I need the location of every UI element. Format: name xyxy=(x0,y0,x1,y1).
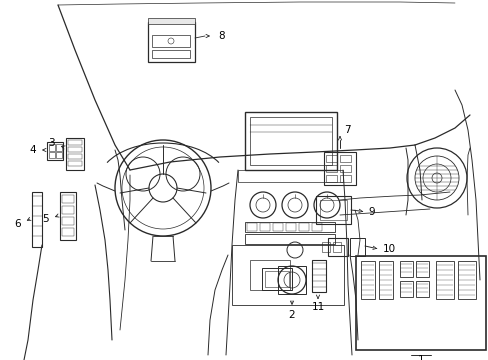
Bar xyxy=(231,245,343,305)
Bar xyxy=(56,152,62,158)
Bar xyxy=(244,222,334,232)
Bar xyxy=(324,152,355,185)
Bar xyxy=(68,140,82,145)
Bar xyxy=(249,117,331,165)
Bar xyxy=(325,175,336,182)
Text: 10: 10 xyxy=(382,244,395,254)
Bar xyxy=(278,266,305,294)
Text: 9: 9 xyxy=(367,207,374,217)
Bar xyxy=(319,200,346,220)
Bar xyxy=(62,195,74,203)
Bar xyxy=(360,261,374,299)
Bar xyxy=(435,261,453,299)
Bar xyxy=(62,206,74,214)
Bar xyxy=(249,260,289,290)
Text: 11: 11 xyxy=(311,302,324,312)
Text: 5: 5 xyxy=(42,214,49,224)
Bar xyxy=(415,281,428,297)
Bar xyxy=(32,192,42,247)
Bar xyxy=(68,147,82,152)
Bar xyxy=(311,223,321,231)
Bar xyxy=(244,234,334,244)
Text: 4: 4 xyxy=(29,145,36,155)
Text: 7: 7 xyxy=(343,125,350,135)
Bar xyxy=(457,261,475,299)
Bar xyxy=(339,175,350,182)
Bar xyxy=(152,35,190,47)
Bar xyxy=(311,260,325,292)
Bar xyxy=(68,161,82,166)
Bar xyxy=(47,142,63,160)
Bar xyxy=(244,112,336,170)
Bar xyxy=(378,261,392,299)
Bar xyxy=(152,50,190,58)
Bar xyxy=(325,155,336,162)
Bar xyxy=(66,138,84,170)
Text: 3: 3 xyxy=(48,138,55,148)
Text: 2: 2 xyxy=(288,310,295,320)
Bar xyxy=(264,271,288,287)
Bar xyxy=(415,261,428,277)
Text: 8: 8 xyxy=(218,31,224,41)
Bar xyxy=(349,238,364,256)
Bar xyxy=(148,18,195,24)
Bar xyxy=(339,165,350,172)
Bar xyxy=(49,152,55,158)
Bar xyxy=(399,261,412,277)
Bar xyxy=(327,238,347,256)
Bar xyxy=(332,242,340,252)
Bar xyxy=(339,155,350,162)
Bar xyxy=(68,154,82,159)
Bar xyxy=(238,170,342,182)
Bar xyxy=(321,242,329,252)
Bar xyxy=(399,281,412,297)
Bar xyxy=(62,217,74,225)
Bar xyxy=(56,144,62,151)
Bar xyxy=(325,165,336,172)
Text: 6: 6 xyxy=(14,219,21,229)
Bar xyxy=(355,256,485,350)
Bar xyxy=(148,22,195,62)
Bar xyxy=(272,223,283,231)
Bar xyxy=(298,223,308,231)
Bar xyxy=(62,228,74,236)
Bar xyxy=(260,223,269,231)
Bar xyxy=(246,223,257,231)
Bar xyxy=(60,192,76,240)
Text: 1: 1 xyxy=(417,355,424,360)
Bar xyxy=(49,144,55,151)
Bar xyxy=(285,223,295,231)
Bar xyxy=(315,196,350,224)
Bar xyxy=(262,268,291,290)
